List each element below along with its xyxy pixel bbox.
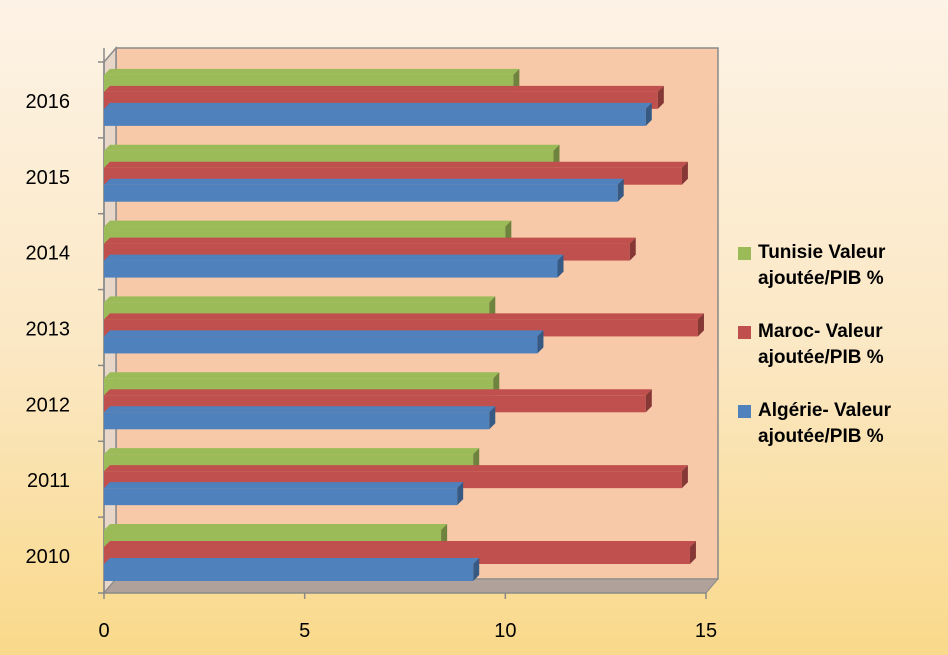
- y-tick-label-2013: 2013: [26, 319, 71, 341]
- legend-label-tunisie-line1: Tunisie Valeur: [758, 242, 886, 263]
- bar-algerie-2016: [104, 102, 652, 126]
- bar-algerie-2011: [104, 482, 464, 506]
- legend-item-algerie: Algérie- Valeur ajoutée/PIB %: [738, 398, 938, 450]
- bar-algerie-2013: [104, 330, 544, 354]
- y-tick-label-2010: 2010: [26, 546, 71, 568]
- bar-algerie-2010: [104, 558, 480, 581]
- legend-label-maroc-line2: ajoutée/PIB %: [758, 347, 884, 368]
- x-tick-label-0: 0: [98, 620, 109, 642]
- x-tick-label-10: 10: [494, 620, 516, 642]
- legend-item-tunisie: Tunisie Valeur ajoutée/PIB %: [738, 240, 938, 292]
- x-tick-label-5: 5: [299, 620, 310, 642]
- legend-label-tunisie-line2: ajoutée/PIB %: [758, 268, 884, 289]
- y-tick-label-2016: 2016: [26, 91, 71, 113]
- legend-swatch-maroc: [738, 326, 751, 339]
- y-tick-label-2014: 2014: [26, 243, 71, 265]
- legend-item-maroc: Maroc- Valeur ajoutée/PIB %: [738, 319, 938, 371]
- plot-floor: [102, 578, 720, 594]
- bar-algerie-2014: [104, 254, 564, 278]
- legend-label-algerie-line1: Algérie- Valeur: [758, 400, 892, 421]
- bar-algerie-2015: [104, 178, 624, 202]
- legend: Tunisie Valeur ajoutée/PIB % Maroc- Vale…: [738, 240, 938, 477]
- bar-algerie-2012: [104, 406, 496, 430]
- legend-label-maroc-line1: Maroc- Valeur: [758, 321, 883, 342]
- y-tick-label-2015: 2015: [26, 167, 71, 189]
- y-tick-label-2012: 2012: [26, 394, 71, 416]
- x-tick-label-15: 15: [695, 620, 717, 642]
- legend-swatch-tunisie: [738, 247, 751, 260]
- y-tick-label-2011: 2011: [27, 470, 70, 492]
- legend-label-algerie-line2: ajoutée/PIB %: [758, 426, 884, 447]
- legend-swatch-algerie: [738, 405, 751, 418]
